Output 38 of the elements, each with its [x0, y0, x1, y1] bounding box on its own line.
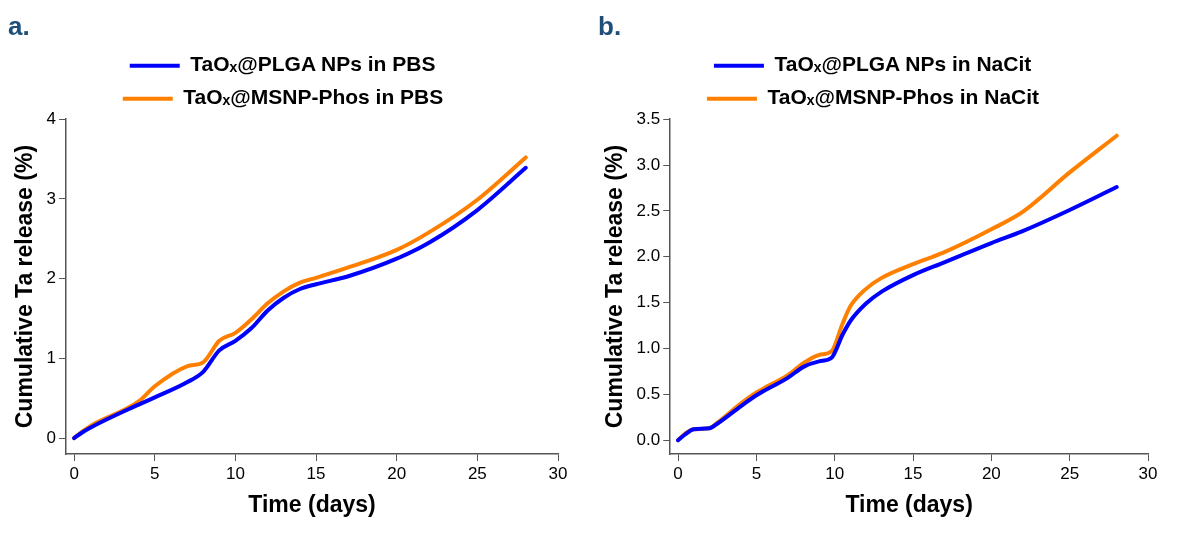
y-tick-label: 3	[46, 188, 57, 208]
x-tick-label: 20	[387, 463, 407, 483]
x-tick-label: 0	[69, 463, 79, 483]
x-tick-label: 10	[825, 463, 845, 483]
legend-label: TaOₓ@MSNP-Phos in NaCit	[767, 85, 1040, 109]
legend-label: TaOₓ@PLGA NPs in PBS	[190, 52, 436, 76]
chart-title: a.	[8, 10, 30, 41]
y-tick-label: 1.0	[636, 338, 661, 358]
x-tick-label: 25	[1060, 463, 1080, 483]
x-tick-label: 0	[673, 463, 683, 483]
y-tick-label: 3.0	[636, 154, 661, 174]
y-tick-label: 0	[46, 427, 57, 447]
y-tick-label: 2.0	[636, 246, 661, 266]
y-tick-label: 0.0	[636, 429, 661, 449]
x-axis-title: Time (days)	[845, 490, 973, 517]
x-axis-title: Time (days)	[248, 490, 376, 517]
line-series	[676, 185, 1119, 443]
x-tick-label: 25	[467, 463, 487, 483]
chart-title: b.	[598, 10, 622, 41]
legend-label: TaOₓ@PLGA NPs in NaCit	[774, 52, 1032, 76]
x-tick-label: 5	[150, 463, 160, 483]
y-tick-label: 2	[46, 268, 57, 288]
y-axis-title: Cumulative Ta release (%)	[11, 144, 38, 429]
x-tick-label: 15	[306, 463, 326, 483]
x-tick-label: 30	[548, 463, 568, 483]
x-tick-label: 20	[981, 463, 1001, 483]
y-tick-label: 3.5	[636, 108, 661, 128]
y-axis-title: Cumulative Ta release (%)	[601, 144, 628, 429]
y-tick-label: 1.5	[636, 292, 661, 312]
y-tick-label: 1	[46, 348, 57, 368]
x-tick-label: 30	[1138, 463, 1158, 483]
x-tick-label: 5	[751, 463, 762, 483]
x-tick-label: 15	[903, 463, 923, 483]
y-tick-label: 0.5	[636, 384, 661, 404]
x-tick-label: 10	[225, 463, 245, 483]
y-tick-label: 2.5	[636, 200, 661, 220]
legend-label: TaOₓ@MSNP-Phos in PBS	[183, 85, 444, 109]
y-tick-label: 4	[46, 108, 57, 128]
